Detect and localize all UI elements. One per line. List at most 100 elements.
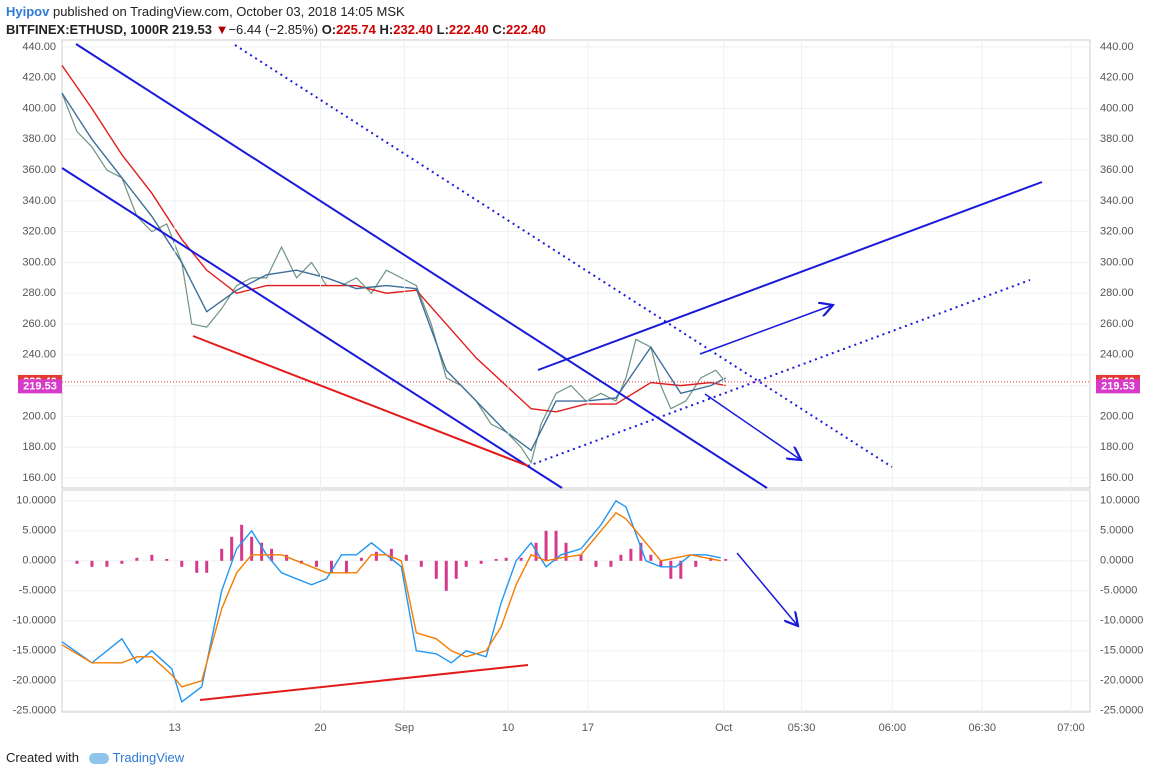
y-tick-label: 420.00: [1100, 72, 1134, 84]
symbol: BITFINEX:ETHUSD, 1000R: [6, 22, 169, 37]
y-tick-label: 200.00: [1100, 410, 1134, 422]
histogram-bar: [579, 554, 583, 561]
histogram-bar: [260, 542, 264, 561]
y-tick-label: -20.0000: [1100, 675, 1143, 687]
histogram-bar: [105, 560, 109, 567]
histogram-bar: [250, 536, 254, 561]
histogram-bar: [454, 560, 458, 579]
y-tick-label: -5.0000: [1100, 585, 1137, 597]
histogram-bar: [444, 560, 448, 591]
histogram-bar: [609, 560, 613, 567]
arrow: [699, 305, 833, 355]
histogram-bar: [220, 548, 224, 561]
price-label: 219.53: [23, 380, 57, 392]
drawings: [61, 43, 1043, 701]
logo: [88, 753, 109, 765]
y-tick-label: 0.0000: [22, 555, 56, 567]
y-tick-label: 160.00: [22, 472, 56, 484]
histogram-bar: [135, 557, 139, 561]
histogram-bar: [669, 560, 673, 579]
author[interactable]: Hyipov: [6, 4, 50, 19]
y-tick-label: -20.0000: [13, 675, 56, 687]
price: 219.53: [172, 22, 212, 37]
histogram-bar: [659, 560, 663, 567]
high: 232.40: [393, 22, 434, 37]
y-tick-label: 440.00: [22, 41, 56, 53]
arrow: ▼: [215, 22, 229, 37]
series-line: [61, 92, 727, 452]
h-label: H:: [379, 22, 394, 37]
series-line: [61, 511, 721, 688]
price-label-box: [18, 379, 62, 394]
trendline: [75, 43, 768, 489]
x-tick-label: Sep: [395, 722, 415, 734]
change: −6.44 (−2.85%): [228, 22, 319, 37]
y-tick-label: -25.0000: [1100, 705, 1143, 717]
histogram-bar: [205, 560, 209, 573]
y-tick-label: 320.00: [22, 226, 56, 238]
y-tick-label: 340.00: [22, 195, 56, 207]
footer: Created with TradingView: [6, 750, 184, 765]
y-tick-label: 280.00: [22, 287, 56, 299]
histogram-bar: [434, 560, 438, 579]
series-line: [61, 92, 727, 465]
histogram-bar: [230, 536, 234, 561]
y-tick-label: 180.00: [22, 441, 56, 453]
histogram-bar: [359, 557, 363, 561]
y-tick-label: 0.0000: [1100, 555, 1134, 567]
histogram-bar: [464, 560, 468, 567]
y-tick-label: 260.00: [22, 318, 56, 330]
trendline: [234, 44, 893, 468]
x-tick-label: 06:30: [968, 722, 996, 734]
arrow: [736, 552, 798, 626]
histogram-bar: [619, 554, 623, 561]
y-tick-label: 180.00: [1100, 441, 1134, 453]
x-tick-label: Oct: [715, 722, 732, 734]
histogram-bar: [554, 530, 558, 561]
histogram-bar: [315, 560, 319, 567]
histogram-bar: [195, 560, 199, 573]
trendline: [537, 181, 1043, 371]
trendline: [192, 335, 529, 467]
histogram-bar: [519, 557, 523, 561]
histogram-bar: [180, 560, 184, 567]
c-label: C:: [492, 22, 507, 37]
histogram-bar: [544, 530, 548, 561]
y-tick-label: -25.0000: [13, 705, 56, 717]
histogram-bar: [694, 560, 698, 567]
y-tick-label: -10.0000: [13, 615, 56, 627]
created: Created with: [6, 750, 79, 765]
y-tick-label: 200.00: [22, 410, 56, 422]
y-tick-label: 420.00: [22, 72, 56, 84]
histogram-bar: [679, 560, 683, 579]
histogram-bar: [724, 559, 728, 561]
y-tick-label: 360.00: [22, 164, 56, 176]
histogram-bar: [90, 560, 94, 567]
x-tick-label: 06:00: [879, 722, 907, 734]
histogram-bar: [75, 560, 79, 564]
histogram-bar: [594, 560, 598, 567]
y-tick-label: 240.00: [1100, 349, 1134, 361]
y-tick-label: -15.0000: [13, 645, 56, 657]
histogram-bar: [329, 560, 333, 573]
arrow: [704, 393, 801, 460]
histogram-bar: [494, 559, 498, 561]
x-tick-label: 17: [582, 722, 594, 734]
y-tick-label: 360.00: [1100, 164, 1134, 176]
y-tick-label: 300.00: [22, 256, 56, 268]
y-tick-label: 10.0000: [1100, 495, 1140, 507]
histogram-bar: [165, 559, 169, 561]
y-tick-label: 340.00: [1100, 195, 1134, 207]
histogram-bar: [504, 557, 508, 561]
trendline: [199, 664, 529, 701]
series-line: [61, 499, 721, 703]
brand[interactable]: TradingView: [112, 750, 185, 765]
x-tick-label: 13: [169, 722, 181, 734]
series-line: [61, 65, 726, 413]
chart: 160.00160.00180.00180.00200.00200.00220.…: [13, 39, 1143, 734]
histogram-bar: [419, 560, 423, 567]
y-tick-label: -5.0000: [19, 585, 56, 597]
y-tick-label: -15.0000: [1100, 645, 1143, 657]
histogram-bar: [285, 554, 289, 561]
